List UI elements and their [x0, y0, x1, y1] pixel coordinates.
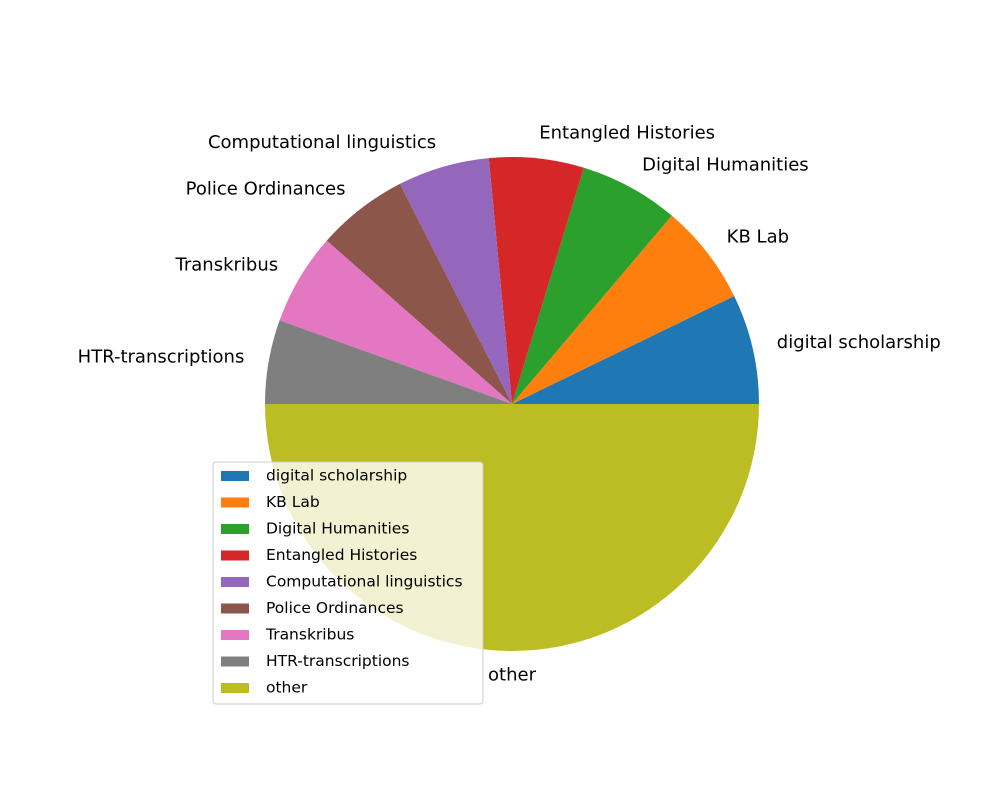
slice-label-digital-scholarship: digital scholarship [777, 332, 941, 353]
legend-label-kb-lab: KB Lab [266, 493, 320, 511]
legend-swatch-htr-transcriptions [221, 656, 249, 667]
legend-swatch-transkribus [221, 630, 249, 640]
legend-label-htr-transcriptions: HTR-transcriptions [266, 652, 410, 670]
pie-slice-entangled-histories [488, 157, 584, 404]
legend-label-computational-linguistics: Computational linguistics [266, 573, 463, 591]
legend-label-digital-humanities: Digital Humanities [266, 520, 409, 538]
slice-label-computational-linguistics: Computational linguistics [208, 132, 436, 153]
legend-label-transkribus: Transkribus [265, 626, 354, 644]
legend-swatch-entangled-histories [221, 550, 249, 561]
slice-labels: digital scholarship KB Lab Digital Humanit… [78, 123, 941, 686]
legend-frame [212, 461, 484, 705]
legend-label-police-ordinances: Police Ordinances [266, 599, 404, 617]
slice-label-entangled-histories: Entangled Histories [539, 123, 715, 144]
legend: digital scholarship KB Lab Digital Humanit… [212, 461, 484, 705]
slice-label-digital-humanities: Digital Humanities [642, 154, 809, 175]
legend-label-digital-scholarship: digital scholarship [266, 467, 407, 485]
pie-slice-htr-transcriptions [265, 320, 512, 404]
pie-slice-computational-linguistics [399, 158, 512, 404]
legend-swatch-kb-lab [221, 497, 249, 508]
legend-swatch-other [221, 683, 249, 693]
pie-slice-digital-scholarship [512, 296, 759, 404]
legend-label-other: other [266, 679, 308, 697]
legend-swatch-digital-scholarship [221, 471, 249, 481]
slice-label-transkribus: Transkribus [175, 255, 279, 276]
pie-slice-kb-lab [512, 215, 735, 404]
slice-label-police-ordinances: Police Ordinances [186, 178, 346, 199]
slice-label-htr-transcriptions: HTR-transcriptions [78, 346, 245, 367]
pie-slice-transkribus [279, 240, 512, 404]
pie-slice-digital-humanities [512, 167, 672, 404]
slice-label-kb-lab: KB Lab [727, 226, 789, 247]
legend-swatch-computational-linguistics [221, 577, 249, 587]
legend-label-entangled-histories: Entangled Histories [266, 546, 417, 564]
pie-slice-police-ordinances [326, 183, 512, 404]
legend-swatch-police-ordinances [221, 603, 249, 614]
legend-entries: digital scholarship KB Lab Digital Humanit… [221, 467, 463, 697]
slice-label-other: other [488, 665, 537, 686]
legend-swatch-digital-humanities [221, 524, 249, 534]
